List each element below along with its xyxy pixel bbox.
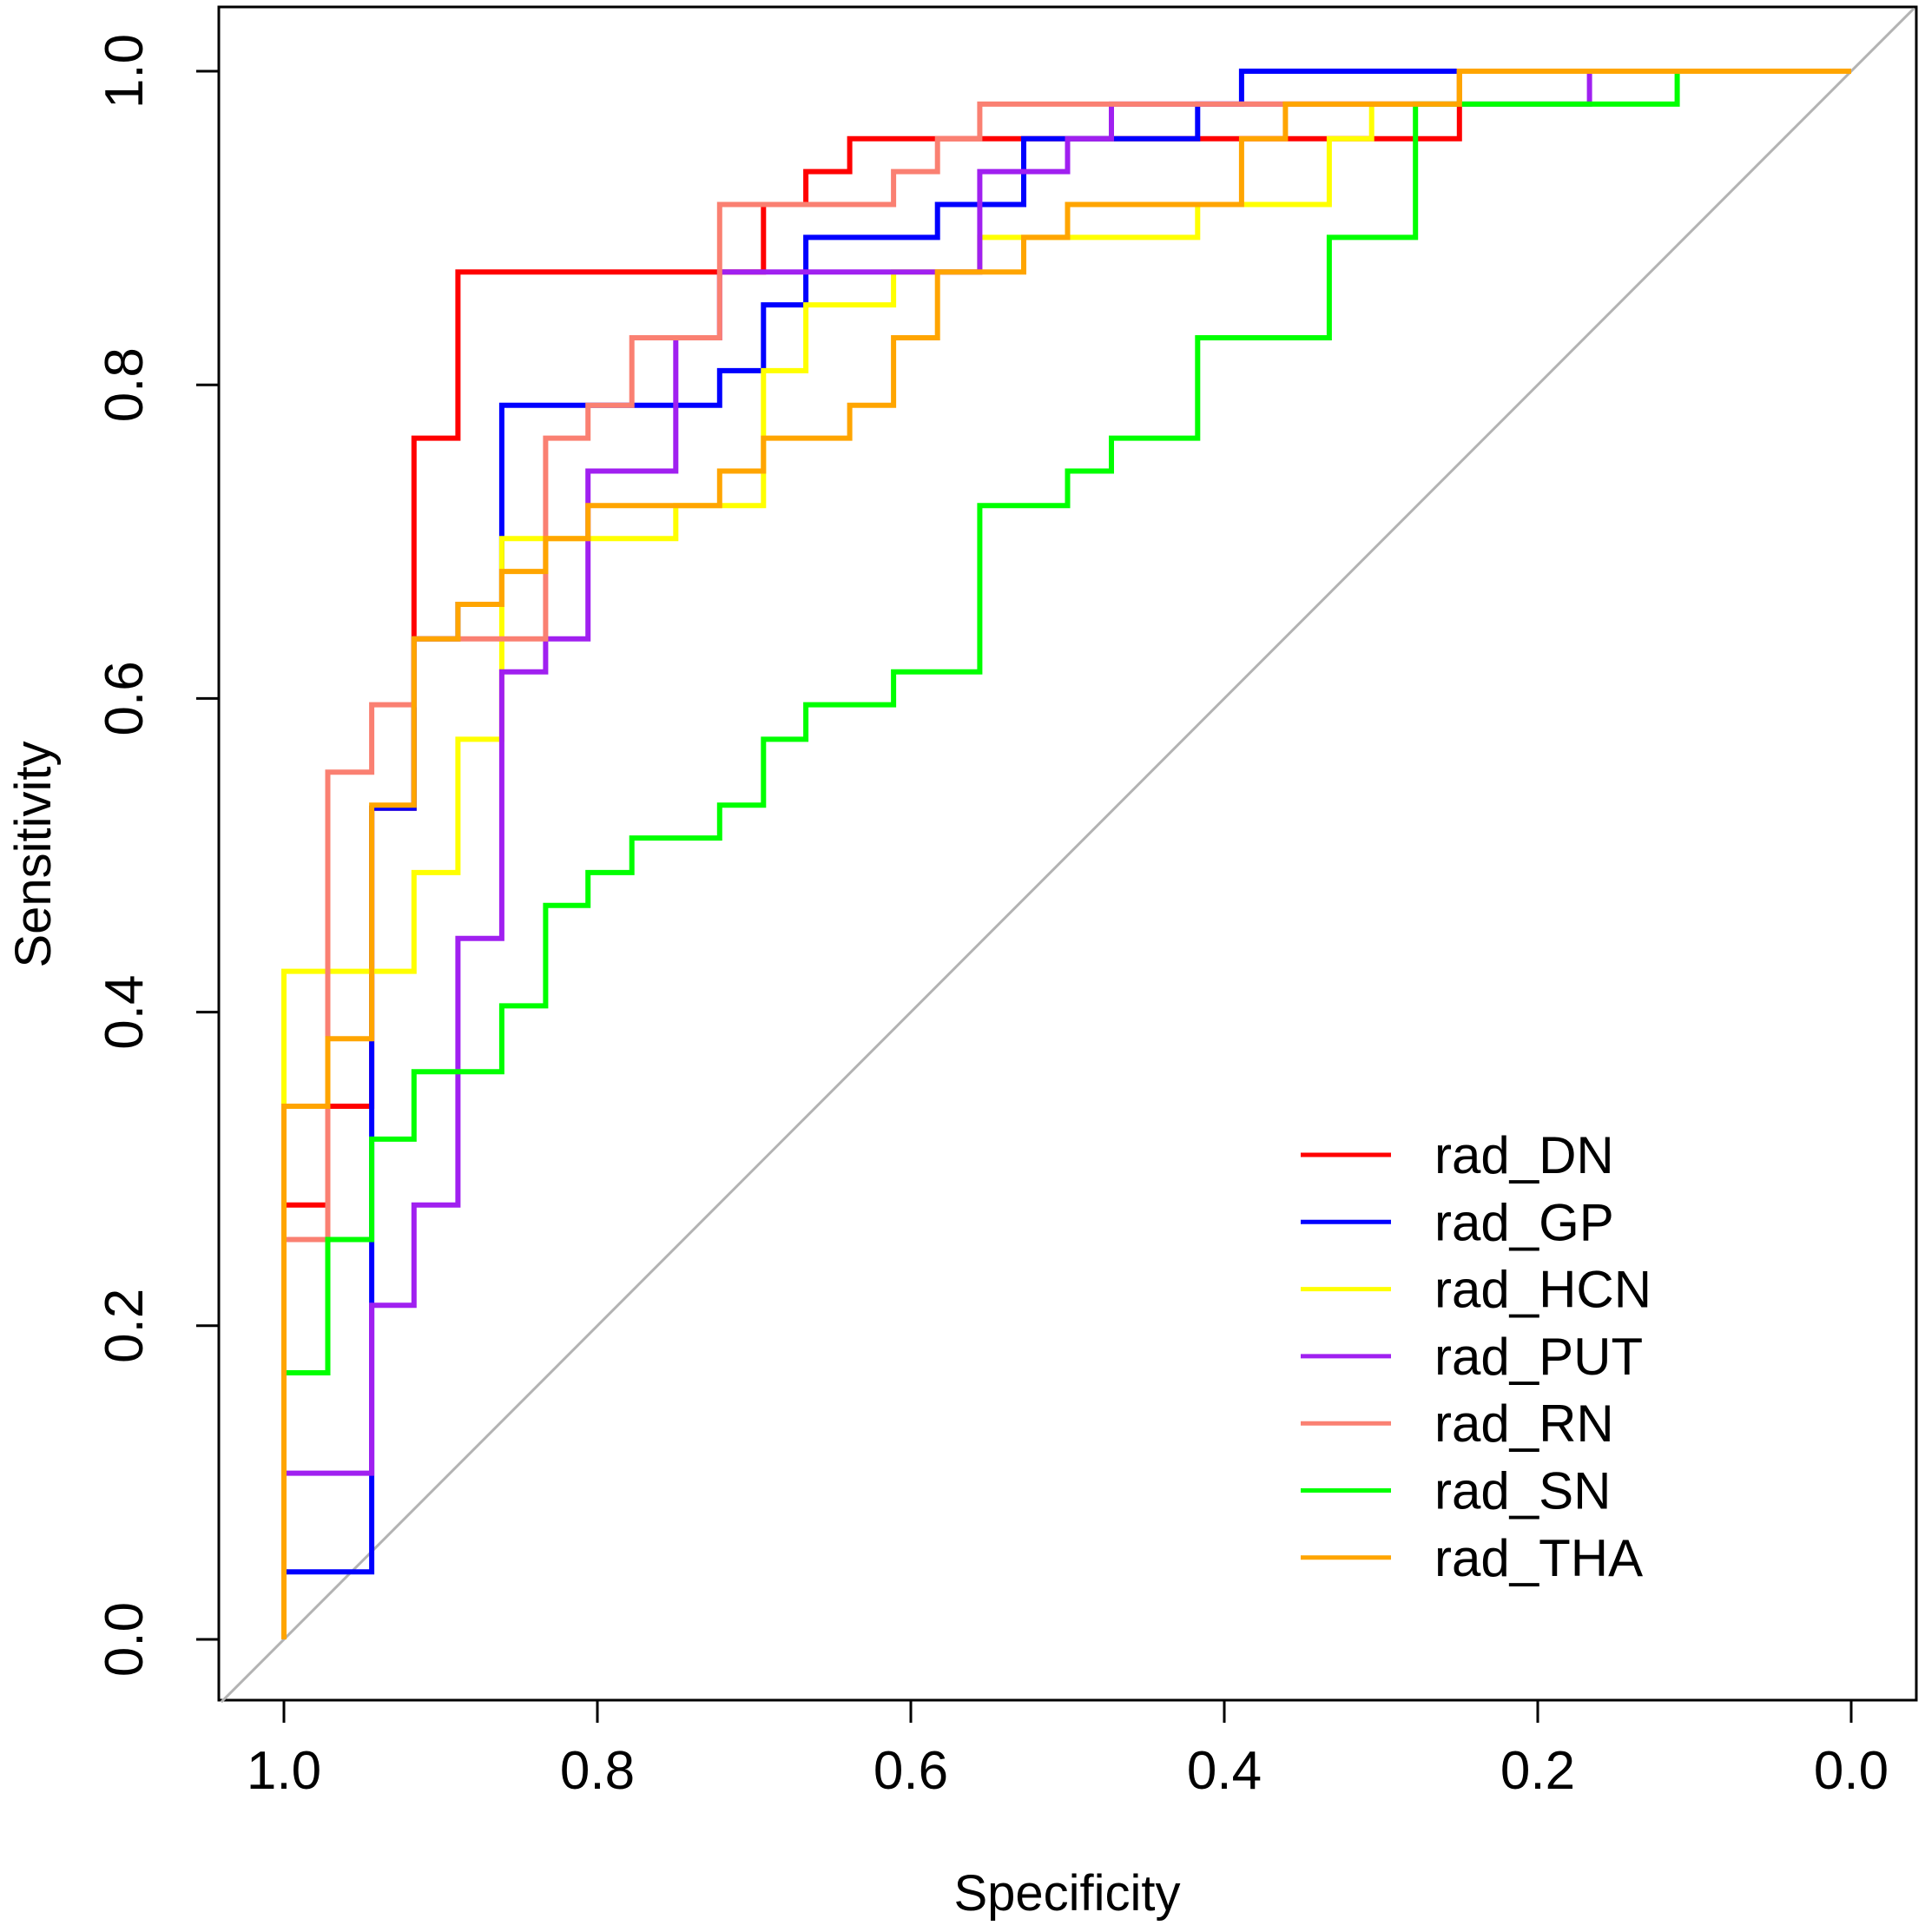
roc-curve-rad-gp <box>281 69 1851 1639</box>
reference-diagonal-line <box>220 7 1915 1704</box>
x-tick-label: 0.2 <box>1500 1741 1575 1801</box>
legend-label: rad_SN <box>1434 1462 1611 1520</box>
legend: rad_DN rad_GP rad_HCN rad_PUT rad_RN rad_SNra… <box>1301 1126 1651 1587</box>
roc-curve-rad-put <box>281 69 1851 1639</box>
roc-curve-rad-rn <box>281 69 1851 1639</box>
y-tick-label: 0.2 <box>95 1289 155 1363</box>
y-tick-label: 0.8 <box>95 347 155 422</box>
x-tick-label: 0.0 <box>1814 1741 1889 1801</box>
legend-label: rad_DN <box>1434 1126 1614 1184</box>
y-axis-title: Sensitivity <box>5 741 62 967</box>
x-axis-title: Specificity <box>953 1865 1180 1922</box>
y-tick-label: 0.0 <box>95 1602 155 1677</box>
x-tick-label: 0.6 <box>874 1741 948 1801</box>
y-tick-label: 1.0 <box>95 34 155 109</box>
y-axis: 0.0 0.2 0.4 0.6 0.8 1.0 <box>95 34 219 1677</box>
legend-label: rad_THA <box>1434 1529 1643 1587</box>
y-tick-label: 0.4 <box>95 974 155 1049</box>
x-axis: 1.0 0.8 0.6 0.4 0.2 0.0 <box>247 1700 1889 1801</box>
x-tick-label: 0.8 <box>560 1741 635 1801</box>
roc-curve-rad-tha <box>281 69 1851 1639</box>
legend-label: rad_HCN <box>1434 1261 1651 1319</box>
x-tick-label: 1.0 <box>247 1741 321 1801</box>
legend-label: rad_PUT <box>1434 1328 1643 1386</box>
plot-frame <box>217 5 1918 1702</box>
legend-label: rad_RN <box>1434 1395 1614 1453</box>
roc-curve-rad-sn <box>281 69 1851 1639</box>
y-tick-label: 0.6 <box>95 661 155 735</box>
roc-curves <box>281 69 1851 1639</box>
x-tick-label: 0.4 <box>1187 1741 1262 1801</box>
reference-diagonal-layer <box>220 7 1915 1704</box>
legend-label: rad_GP <box>1434 1193 1614 1251</box>
roc-curve-rad-hcn <box>281 69 1851 1639</box>
